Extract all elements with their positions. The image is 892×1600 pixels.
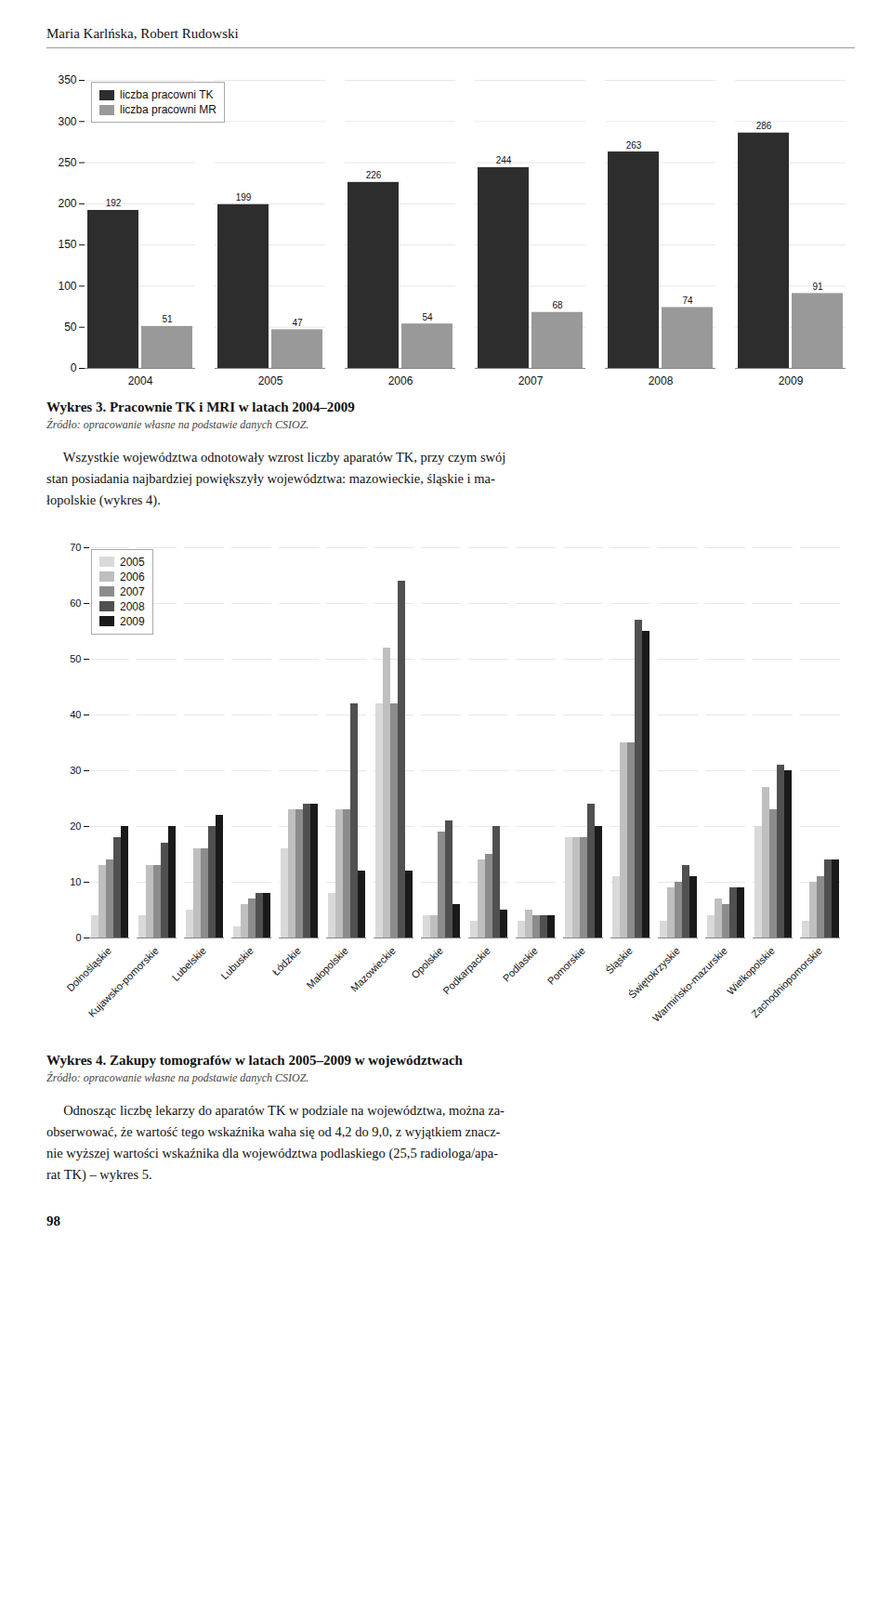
svg-text:Warmińsko-mazurskie: Warmińsko-mazurskie — [650, 944, 730, 1024]
svg-text:2009: 2009 — [778, 374, 804, 388]
svg-text:0: 0 — [70, 361, 78, 375]
svg-text:263: 263 — [626, 140, 643, 151]
html-text:liczba pracowni MR: liczba pracowni MR — [119, 103, 217, 117]
svg-text:Opolskie: Opolskie — [408, 944, 446, 981]
svg-text:Mazowieckie: Mazowieckie — [348, 944, 398, 994]
svg-text:Podkarpackie: Podkarpackie — [440, 944, 493, 997]
svg-text:Łódzkie: Łódzkie — [270, 944, 303, 977]
html-text:2007: 2007 — [119, 585, 145, 599]
html-text:stan posiadania najbardziej po: stan posiadania najbardziej powiększyły … — [46, 471, 496, 487]
html-text:rat TK) – wykres 5.: rat TK) – wykres 5. — [46, 1167, 153, 1182]
svg-text:68: 68 — [551, 300, 564, 311]
svg-text:100: 100 — [57, 279, 77, 293]
svg-text:2007: 2007 — [518, 374, 544, 388]
svg-text:20: 20 — [69, 820, 81, 832]
svg-text:10: 10 — [69, 876, 81, 888]
svg-text:Pomorskie: Pomorskie — [545, 944, 588, 986]
svg-text:226: 226 — [366, 170, 382, 181]
html-text:98: 98 — [46, 1213, 61, 1229]
svg-text:54: 54 — [421, 312, 433, 323]
svg-text:Śląskie: Śląskie — [603, 944, 635, 976]
svg-text:Dolnośląskie: Dolnośląskie — [64, 944, 114, 994]
html-text:nie wyższej wartości wskaźnika: nie wyższej wartości wskaźnika dla wojew… — [46, 1145, 499, 1161]
svg-text:Kujawsko-pomorskie: Kujawsko-pomorskie — [86, 944, 161, 1019]
svg-text:2005: 2005 — [258, 374, 284, 388]
html-text:Źródło: opracowanie własne na: Źródło: opracowanie własne na podstawie … — [46, 418, 309, 432]
svg-text:30: 30 — [69, 764, 81, 776]
svg-text:286: 286 — [756, 120, 773, 132]
svg-text:244: 244 — [496, 155, 512, 166]
svg-text:250: 250 — [57, 156, 77, 170]
svg-text:Wielkopolskie: Wielkopolskie — [724, 944, 777, 997]
svg-text:192: 192 — [105, 197, 122, 209]
svg-text:Lubelskie: Lubelskie — [170, 944, 209, 983]
html-text:łopolskie (wykres 4).: łopolskie (wykres 4). — [46, 492, 161, 508]
svg-text:74: 74 — [682, 295, 694, 306]
html-text:Wykres 3. Pracownie TK i MRI w: Wykres 3. Pracownie TK i MRI w latach 20… — [46, 399, 355, 415]
html-text:2005: 2005 — [119, 555, 145, 569]
svg-text:51: 51 — [161, 314, 173, 325]
html-text:Odnosząc liczbę lekarzy do apa: Odnosząc liczbę lekarzy do aparatów TK w… — [46, 1102, 505, 1118]
svg-text:2006: 2006 — [388, 374, 414, 388]
svg-text:50: 50 — [64, 320, 78, 334]
html-text:liczba pracowni TK: liczba pracowni TK — [119, 88, 214, 102]
html-text:2006: 2006 — [119, 570, 145, 584]
html-text:obserwować, że wartość tego ws: obserwować, że wartość tego wskaźnika wa… — [46, 1124, 501, 1139]
html-text:Źródło: opracowanie własne na: Źródło: opracowanie własne na podstawie … — [46, 1070, 309, 1084]
svg-text:60: 60 — [69, 597, 81, 609]
svg-text:Podlaskie: Podlaskie — [500, 944, 540, 984]
svg-text:300: 300 — [57, 115, 77, 129]
svg-text:0: 0 — [75, 931, 81, 944]
svg-text:50: 50 — [69, 653, 81, 665]
svg-text:47: 47 — [291, 317, 303, 328]
html-text:Wszystkie województwa odnotowa: Wszystkie województwa odnotowały wzrost … — [46, 449, 506, 465]
html-text:2009: 2009 — [119, 614, 145, 628]
svg-text:Zachodniopomorskie: Zachodniopomorskie — [748, 944, 825, 1020]
svg-text:150: 150 — [57, 237, 77, 251]
svg-text:40: 40 — [69, 708, 81, 721]
svg-text:350: 350 — [57, 73, 77, 87]
svg-text:Świętokrzyskie: Świętokrzyskie — [626, 944, 682, 1000]
svg-text:199: 199 — [236, 192, 252, 203]
svg-text:Lubuskie: Lubuskie — [218, 944, 256, 982]
html-text:Maria Karlńska, Robert Rudowsk: Maria Karlńska, Robert Rudowski — [46, 26, 239, 41]
svg-text:200: 200 — [57, 196, 77, 210]
html-text:2008: 2008 — [119, 599, 145, 613]
svg-text:91: 91 — [812, 281, 824, 292]
html-text:Wykres 4. Zakupy tomografów w: Wykres 4. Zakupy tomografów w latach 200… — [46, 1052, 463, 1068]
svg-text:70: 70 — [69, 541, 81, 553]
svg-text:2004: 2004 — [128, 374, 154, 388]
svg-text:Małopolskie: Małopolskie — [303, 944, 351, 991]
svg-text:2008: 2008 — [648, 374, 674, 388]
